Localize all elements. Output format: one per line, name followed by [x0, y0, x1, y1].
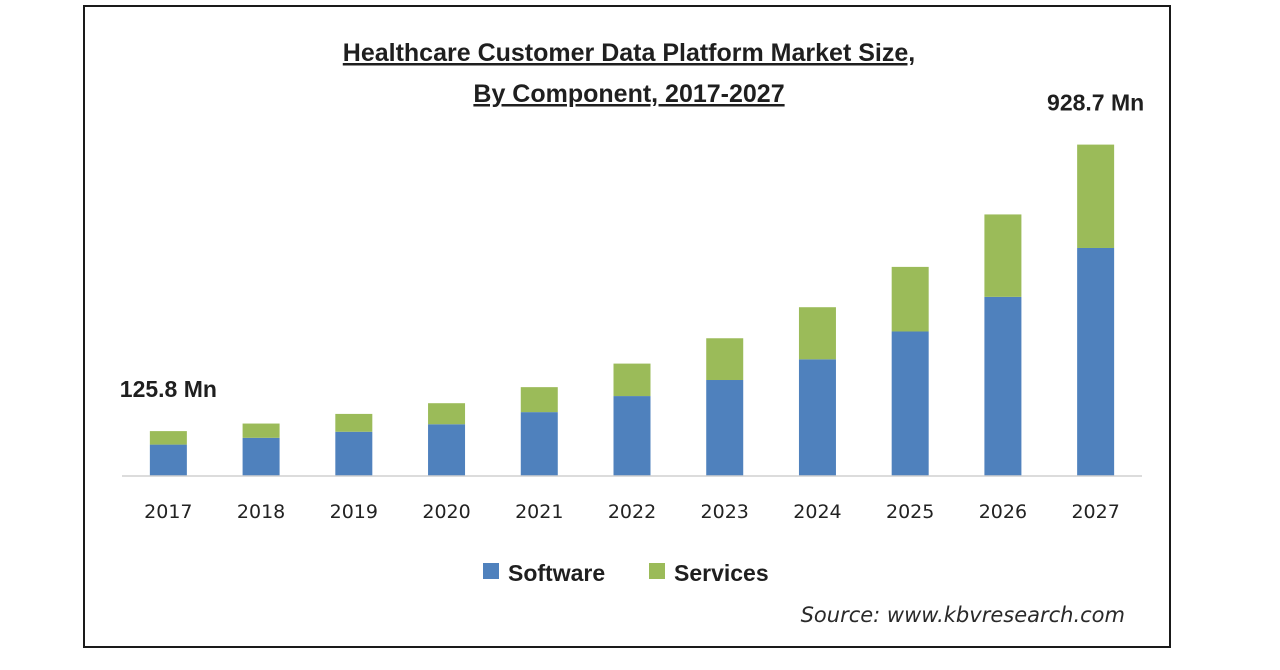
x-tick-label-2022: 2022 — [608, 501, 656, 523]
x-tick-label-2019: 2019 — [330, 501, 378, 523]
x-tick-label-2026: 2026 — [979, 501, 1027, 523]
chart-canvas: Healthcare Customer Data Platform Market… — [120, 39, 1144, 627]
bar-software-2018 — [242, 437, 280, 476]
bar-software-2020 — [428, 424, 466, 476]
bar-software-2022 — [613, 396, 651, 476]
x-tick-label-2017: 2017 — [144, 501, 192, 523]
bars-group — [149, 144, 1115, 476]
bar-software-2025 — [891, 331, 929, 476]
bar-software-2023 — [706, 380, 744, 476]
bar-services-2017 — [149, 431, 187, 445]
legend-label-services: Services — [674, 560, 769, 586]
x-tick-label-2018: 2018 — [237, 501, 285, 523]
x-tick-label-2021: 2021 — [515, 501, 563, 523]
annotations-group: 125.8 Mn 928.7 Mn — [120, 90, 1144, 403]
x-tick-label-2025: 2025 — [886, 501, 934, 523]
legend-label-software: Software — [508, 560, 605, 586]
bar-services-2025 — [891, 266, 929, 332]
x-tick-label-2027: 2027 — [1071, 501, 1119, 523]
x-tick-label-2023: 2023 — [701, 501, 749, 523]
bar-services-2022 — [613, 363, 651, 397]
bar-software-2019 — [335, 431, 373, 476]
bar-software-2021 — [520, 412, 558, 476]
bar-services-2027 — [1077, 144, 1115, 248]
bar-services-2020 — [428, 403, 466, 425]
legend-swatch-services — [649, 563, 665, 579]
bar-software-2026 — [984, 296, 1022, 476]
chart-title-line-2: By Component, 2017-2027 — [473, 80, 784, 108]
bar-services-2023 — [706, 338, 744, 381]
bar-services-2024 — [798, 307, 836, 360]
source-caption: Source: www.kbvresearch.com — [801, 603, 1125, 627]
x-tick-label-2020: 2020 — [422, 501, 470, 523]
bar-services-2026 — [984, 214, 1022, 297]
bar-software-2017 — [149, 444, 187, 476]
legend: Software Services — [483, 560, 769, 586]
bar-services-2019 — [335, 413, 373, 432]
bar-services-2018 — [242, 423, 280, 438]
x-tick-label-2024: 2024 — [793, 501, 841, 523]
annotation-total-2027: 928.7 Mn — [1047, 90, 1144, 116]
bar-software-2024 — [798, 359, 836, 476]
chart-frame: Healthcare Customer Data Platform Market… — [83, 5, 1171, 648]
bar-services-2021 — [520, 387, 558, 413]
bar-software-2027 — [1077, 247, 1115, 476]
legend-swatch-software — [483, 563, 499, 579]
x-tick-labels: 2017 2018 2019 2020 2021 2022 2023 2024 2025 2026… — [144, 501, 1120, 523]
annotation-total-2017: 125.8 Mn — [120, 376, 217, 402]
chart-title-line-1: Healthcare Customer Data Platform Market… — [343, 39, 915, 67]
